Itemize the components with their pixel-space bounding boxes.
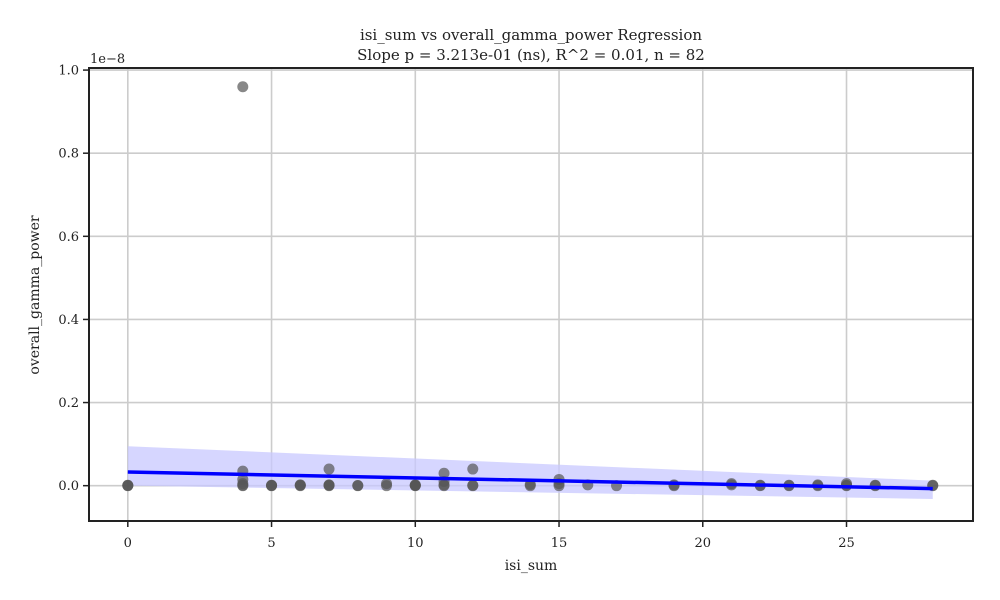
scatter-point [294,479,306,491]
plot-frame [88,67,974,522]
scatter-point [438,467,450,479]
y-tick-label: 1.0 [58,64,79,79]
scatter-point [553,480,565,492]
x-tick-label: 25 [838,536,855,551]
scatter-point [409,479,421,491]
x-axis-label: isi_sum [505,558,558,574]
scatter-point [122,479,134,491]
scatter-point [237,81,249,93]
regression-line-layer [127,470,933,491]
y-tick-label: 0.2 [58,396,79,411]
chart-subtitle: Slope p = 3.213e-01 (ns), R^2 = 0.01, n … [357,46,705,64]
scatter-point [323,479,335,491]
y-tick-label: 0.4 [58,313,79,328]
y-tick-label: 0.6 [58,230,79,245]
scatter-points [122,81,939,492]
axis-ticks: 0 5 10 15 20 25 0.0 0.2 0.4 0.6 0.8 1.0 [58,64,854,551]
scatter-point [467,463,479,475]
scatter-point [467,479,479,491]
y-offset-label: 1e−8 [90,52,125,67]
scatter-point [352,479,364,491]
x-tick-label: 0 [124,536,132,551]
x-tick-label: 15 [551,536,568,551]
x-tick-label: 5 [267,536,275,551]
y-axis-label: overall_gamma_power [27,215,43,374]
scatter-point [237,479,249,491]
regression-line [127,470,933,491]
x-tick-label: 10 [407,536,424,551]
scatter-point [266,479,278,491]
y-tick-label: 0.0 [58,479,79,494]
y-tick-label: 0.8 [58,147,79,162]
chart-title: isi_sum vs overall_gamma_power Regressio… [360,26,702,44]
x-tick-label: 20 [694,536,711,551]
scatter-point [323,463,335,475]
scatter-point [438,479,450,491]
scatter-point [381,478,393,490]
